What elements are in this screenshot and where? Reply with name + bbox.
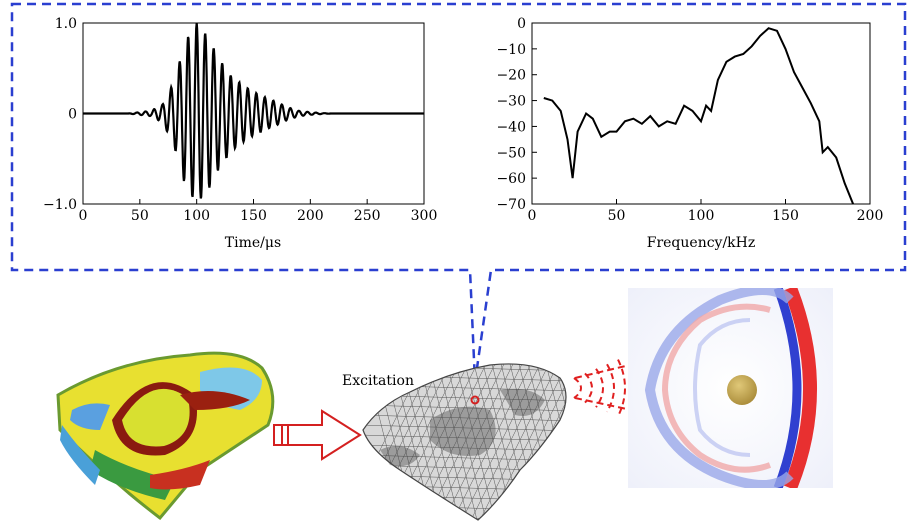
callout-box (10, 2, 907, 383)
wavefront-arc (584, 372, 593, 404)
chart1-y-tick-label: 0 (68, 107, 77, 123)
chart1-x-tick-label: 250 (354, 208, 381, 224)
chart1-x-tick-label: 100 (183, 208, 210, 224)
chart2-y-tick-label: −60 (496, 171, 526, 187)
ct-cross-section-image (56, 351, 275, 521)
wavefront-arc (617, 359, 626, 417)
chart1-x-axis-label: Time/μs (225, 235, 281, 251)
chart2-y-tick-label: −30 (496, 94, 526, 110)
chart2-x-tick-label: 50 (608, 208, 626, 224)
chart2-y-tick-label: −50 (496, 145, 526, 161)
wavefront-arc (606, 363, 615, 413)
excitation-label: Excitation (342, 373, 414, 389)
chart2-y-tick-label: −40 (496, 119, 526, 135)
excitation-point-icon (470, 395, 480, 405)
chart2-y-tick-label: −10 (496, 42, 526, 58)
wavefield-simulation-image (628, 288, 833, 488)
chart1-x-tick-label: 150 (240, 208, 267, 224)
chart1-y-tick-label: 1.0 (55, 16, 77, 32)
wavefront-arc (573, 377, 582, 399)
chart2-ticks: 0 50 100 150 200 0 −10 −20 −30 −40 −50 −60 −70 (496, 16, 883, 224)
chart2-x-axis-label: Frequency/kHz (647, 235, 756, 251)
chart2-spectrum-curve (543, 27, 855, 205)
chart2-frame (531, 22, 871, 205)
chart2-y-tick-label: −20 (496, 68, 526, 84)
process-arrow (273, 409, 362, 461)
chart1-x-tick-label: 300 (411, 208, 438, 224)
chart1-x-tick-label: 50 (131, 208, 149, 224)
chart2-x-tick-label: 100 (688, 208, 715, 224)
chart1-waveform (83, 22, 424, 199)
chart2-x-tick-label: 0 (528, 208, 537, 224)
chart2-y-tick-label: 0 (517, 16, 526, 32)
chart2-x-tick-label: 150 (772, 208, 799, 224)
chart1-y-tick-label: −1.0 (43, 197, 77, 213)
spectrum-chart: 0 50 100 150 200 0 −10 −20 −30 −40 −50 −60 −70 Frequ… (496, 16, 883, 251)
wavefront-arc (595, 368, 604, 408)
chart1-x-tick-label: 200 (297, 208, 324, 224)
chart1-x-tick-label: 0 (79, 208, 88, 224)
chart2-x-tick-label: 200 (857, 208, 884, 224)
chart2-y-tick-label: −70 (496, 197, 526, 213)
